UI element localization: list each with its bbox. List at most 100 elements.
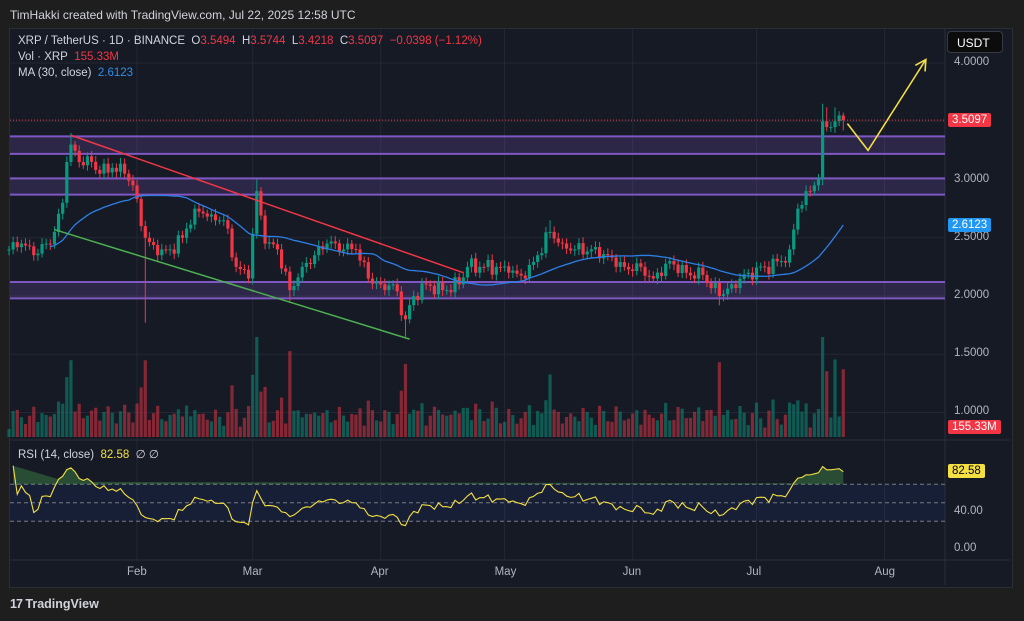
volume-bar: [147, 419, 152, 437]
volume-bar: [110, 412, 114, 437]
low-value: 3.4218: [298, 35, 334, 47]
price-tick: 3.0000: [954, 173, 990, 185]
candle-body: [804, 191, 808, 206]
candle-body: [800, 205, 804, 209]
volume-bar: [436, 409, 441, 437]
candle-body: [151, 242, 156, 245]
volume-bar: [48, 416, 52, 437]
volume-bar: [486, 418, 490, 437]
volume-bar: [573, 416, 577, 437]
volume-bar: [808, 427, 812, 437]
volume-bar: [213, 409, 218, 437]
candle-body: [461, 277, 465, 285]
volume-bar: [168, 414, 172, 437]
candle-body: [445, 290, 449, 292]
time-tick: Jun: [622, 566, 642, 578]
candle-body: [672, 261, 676, 265]
volume-bar: [180, 416, 185, 437]
volume-bar: [775, 419, 779, 437]
candle-body: [812, 185, 816, 192]
candle-body: [573, 249, 577, 251]
rsi-extra: ∅ ∅: [135, 449, 159, 461]
candle-body: [606, 254, 610, 256]
chart-credit: TimHakki created with TradingView.com, J…: [10, 8, 356, 22]
volume-bar: [585, 411, 589, 437]
volume-bar: [242, 417, 247, 437]
volume-bar: [317, 415, 321, 437]
volume-bar: [779, 424, 783, 437]
rsi-label[interactable]: RSI (14, close): [18, 449, 95, 461]
volume-bar: [139, 387, 143, 437]
candle-body: [370, 278, 375, 284]
support-trendline: [54, 228, 410, 340]
volume-bar: [271, 420, 275, 437]
candle-body: [127, 173, 131, 181]
volume-bar: [531, 424, 536, 437]
candle-body: [147, 237, 152, 243]
open-value: 3.5494: [200, 35, 236, 47]
volume-bar: [32, 406, 36, 437]
candle-body: [647, 275, 651, 277]
candle-body: [655, 272, 660, 279]
candle-body: [482, 266, 486, 268]
candle-body: [296, 277, 300, 287]
candle-body: [123, 163, 127, 174]
volume-bar: [705, 410, 709, 437]
currency-button[interactable]: USDT: [947, 31, 1003, 53]
candle-body: [420, 283, 424, 301]
time-tick: May: [494, 566, 517, 578]
candle-body: [511, 270, 515, 273]
candle-body: [238, 266, 242, 270]
volume-bar: [366, 400, 370, 437]
candle-body: [527, 264, 531, 279]
volume-bar: [457, 413, 461, 437]
candle-body: [676, 264, 680, 273]
volume-bar: [622, 420, 626, 437]
candle-body: [808, 191, 812, 193]
candle-body: [441, 281, 445, 291]
volume-bar: [643, 409, 647, 437]
resistance-trendline: [70, 134, 464, 274]
candle-body: [796, 208, 800, 230]
candle-body: [486, 259, 490, 267]
symbol-title[interactable]: XRP / TetherUS · 1D · BINANCE: [18, 35, 186, 47]
candle-body: [366, 262, 370, 279]
volume-bar: [825, 371, 829, 437]
volume-bar: [61, 403, 65, 437]
candle-body: [783, 261, 788, 263]
volume-bar: [383, 410, 387, 437]
high-value: 3.5744: [250, 35, 286, 47]
rsi-tick: 40.00: [954, 505, 983, 517]
volume-bar: [94, 407, 98, 437]
candle-body: [577, 243, 581, 250]
volume-bar: [697, 407, 701, 437]
candle-body: [337, 243, 341, 252]
volume-bar: [837, 416, 841, 437]
volume-bar: [416, 410, 420, 437]
volume-bar: [659, 413, 664, 437]
candle-body: [246, 269, 251, 279]
volume-bar: [238, 426, 242, 437]
volume-bar: [292, 410, 296, 437]
volume-bar: [412, 409, 416, 437]
candle-body: [90, 156, 94, 162]
candle-body: [160, 249, 164, 256]
price-tick: 1.5000: [954, 347, 990, 359]
volume-bar: [308, 414, 313, 437]
volume-bar: [507, 408, 511, 437]
volume-bar: [40, 413, 44, 437]
candle-body: [701, 267, 705, 276]
candle-body: [833, 121, 837, 128]
volume-bar: [313, 412, 317, 437]
open-label: O: [191, 35, 201, 47]
candle-body: [131, 180, 135, 186]
volume-label[interactable]: Vol · XRP: [18, 51, 68, 63]
volume-bar: [626, 418, 631, 437]
volume-bar: [511, 415, 515, 437]
volume-bar: [490, 401, 494, 437]
volume-bar: [614, 406, 618, 437]
ma-label[interactable]: MA (30, close): [18, 67, 92, 79]
candle-body: [28, 245, 32, 247]
candle-body: [478, 266, 482, 273]
